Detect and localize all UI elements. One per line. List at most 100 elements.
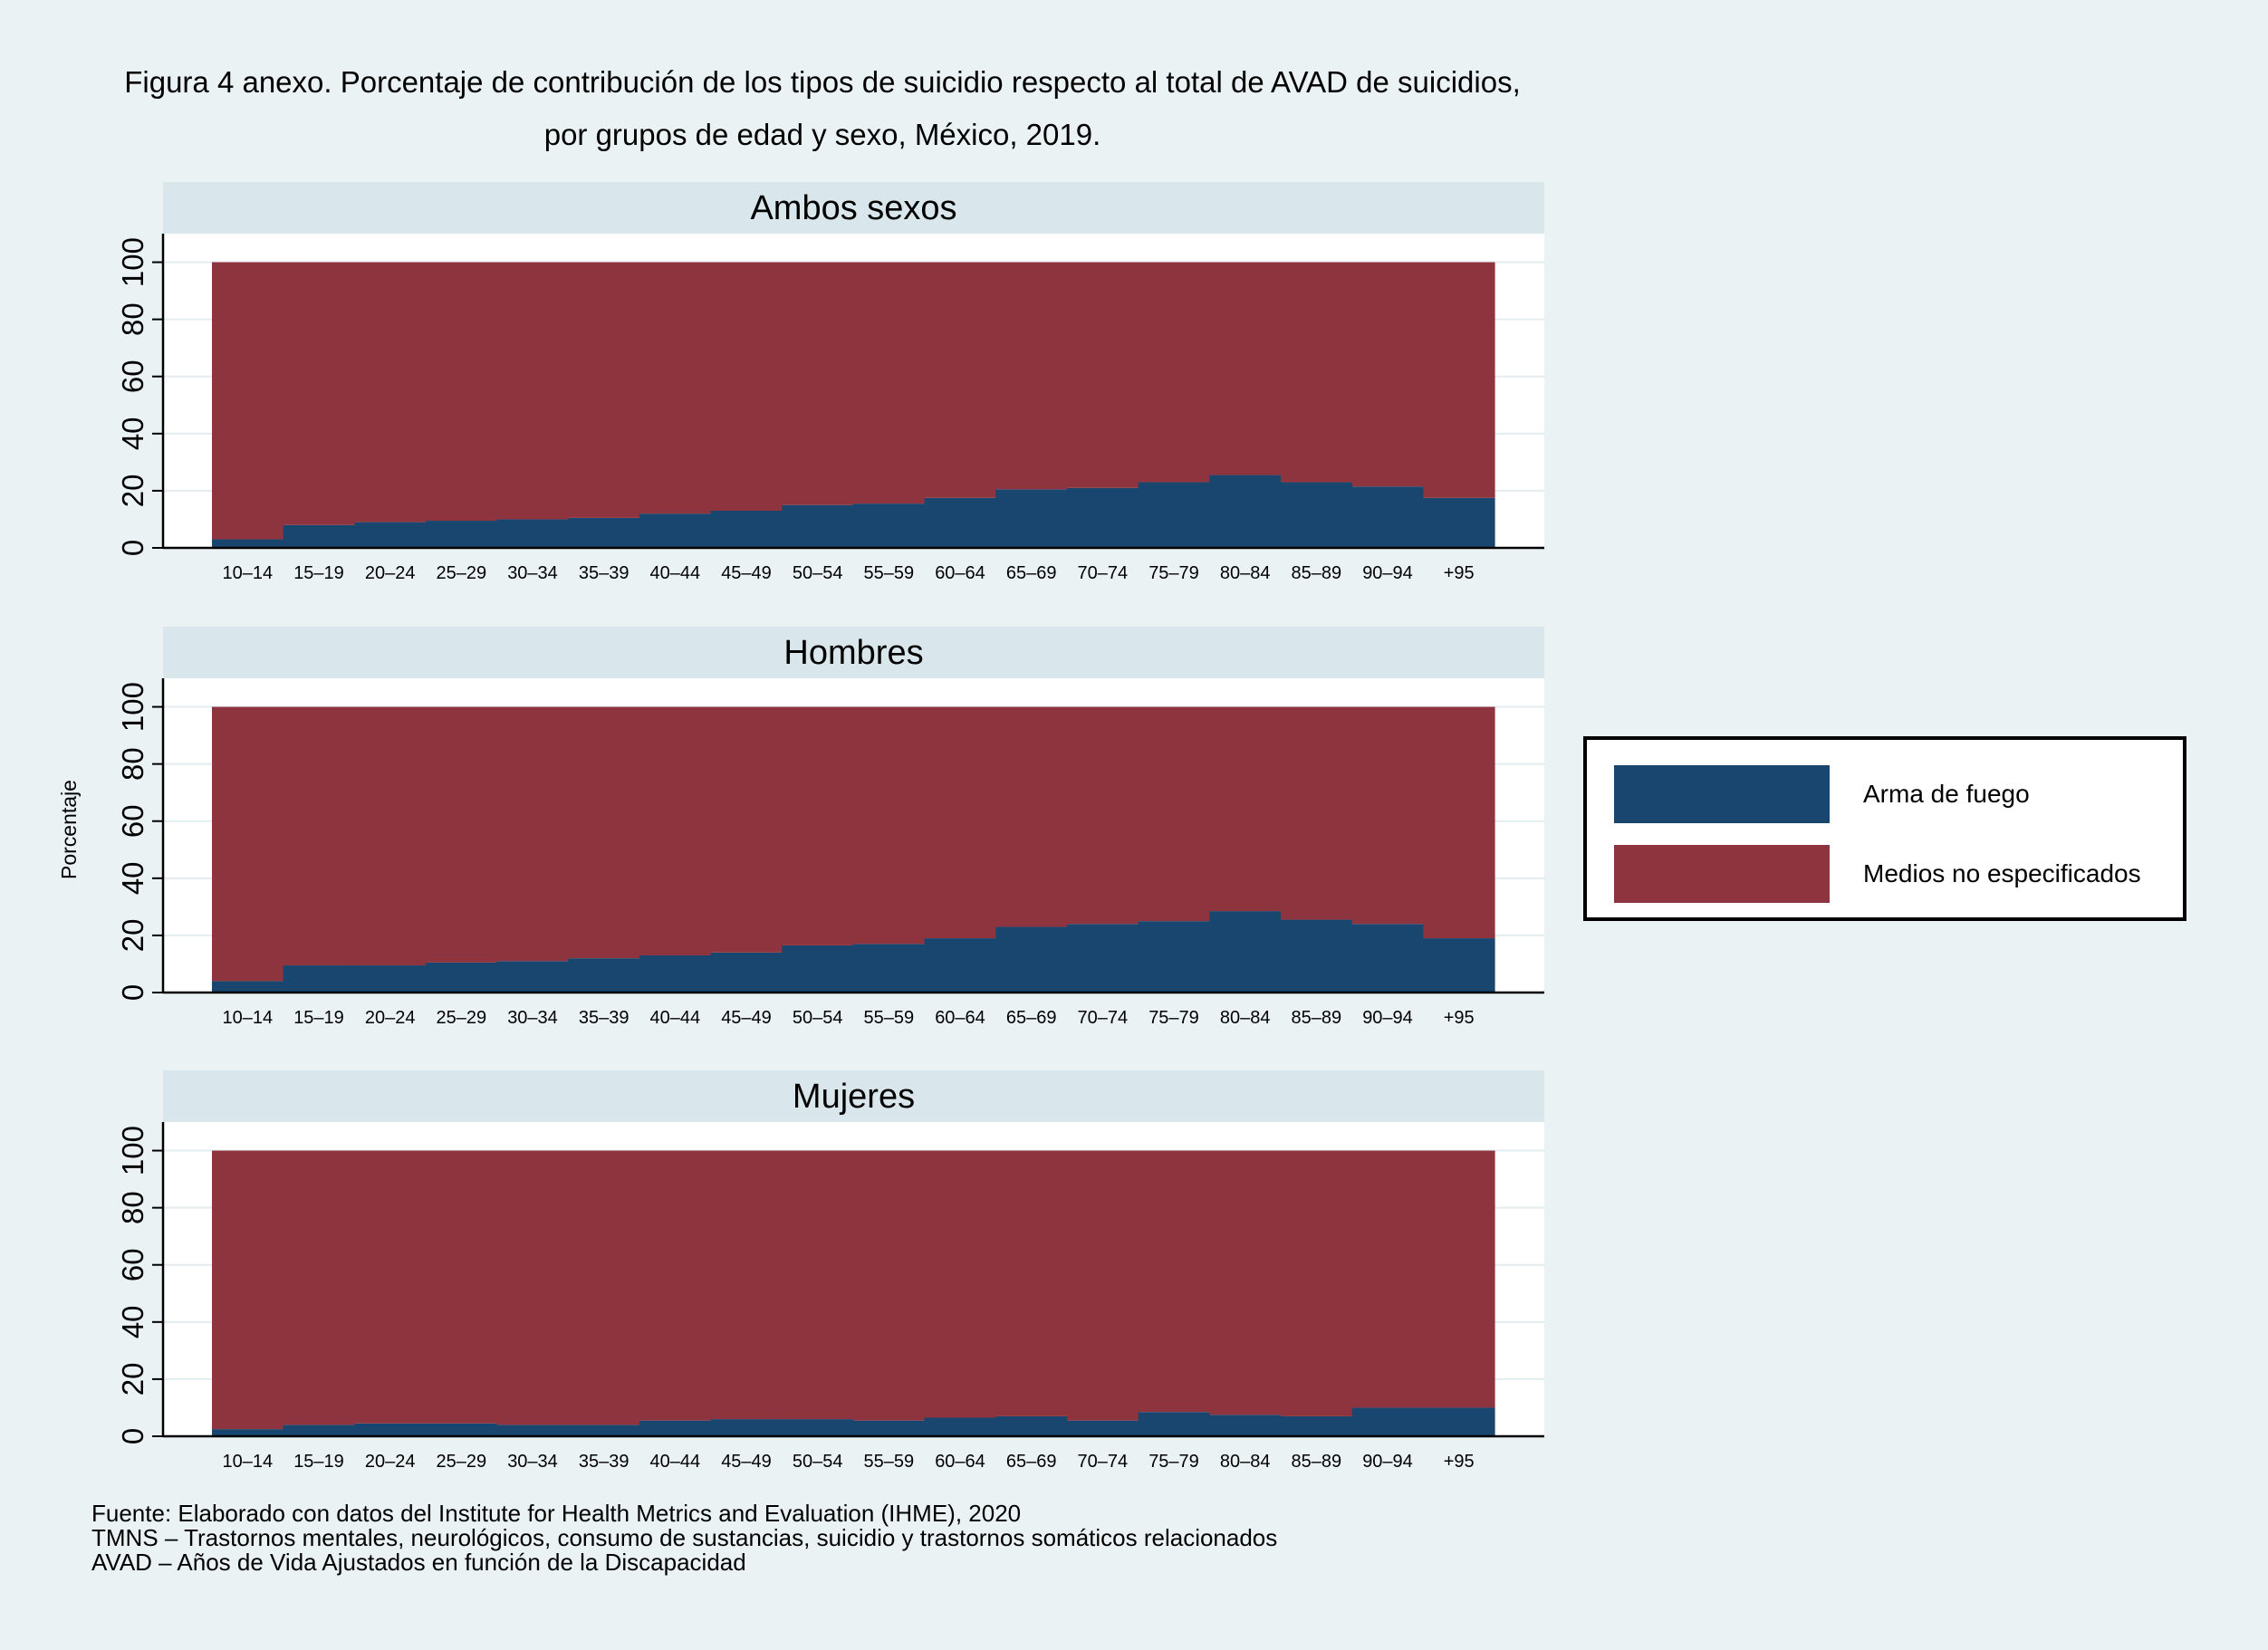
- bar-arma-de-fuego-1-2: [354, 965, 427, 993]
- bar-arma-de-fuego-0-1: [283, 524, 355, 548]
- bar-arma-de-fuego-2-15: [1281, 1415, 1353, 1436]
- bar-arma-de-fuego-1-4: [496, 961, 569, 993]
- x-tick-label-0-10: 60–64: [935, 563, 985, 583]
- bar-arma-de-fuego-1-7: [710, 952, 783, 993]
- x-tick-label-1-15: 85–89: [1292, 1008, 1342, 1028]
- y-tick-label-1-3: 60: [116, 804, 149, 838]
- bar-arma-de-fuego-0-6: [639, 513, 712, 548]
- x-tick-label-2-16: 90–94: [1362, 1452, 1413, 1472]
- bar-arma-de-fuego-2-7: [710, 1419, 783, 1436]
- x-tick-label-0-5: 35–39: [579, 563, 629, 583]
- bar-medios-no-especificados-1-6: [639, 706, 712, 955]
- bar-arma-de-fuego-2-2: [354, 1423, 427, 1436]
- x-tick-label-2-11: 65–69: [1006, 1452, 1057, 1472]
- legend-item-arma-de-fuego: Arma de fuego: [1614, 765, 2176, 823]
- bar-medios-no-especificados-1-9: [853, 706, 926, 945]
- bar-medios-no-especificados-2-2: [354, 1150, 427, 1424]
- x-tick-label-0-9: 55–59: [864, 563, 915, 583]
- bar-medios-no-especificados-2-11: [995, 1150, 1068, 1416]
- y-tick-label-2-3: 60: [116, 1248, 149, 1281]
- bar-arma-de-fuego-2-11: [995, 1415, 1068, 1436]
- x-tick-label-1-7: 45–49: [721, 1008, 772, 1028]
- bar-medios-no-especificados-2-5: [568, 1150, 640, 1425]
- source-note-avad: AVAD – Años de Vida Ajustados en función…: [91, 1549, 746, 1576]
- x-tick-label-2-9: 55–59: [864, 1452, 915, 1472]
- bar-arma-de-fuego-2-16: [1351, 1407, 1424, 1436]
- bar-medios-no-especificados-1-16: [1351, 706, 1424, 925]
- x-tick-label-1-16: 90–94: [1362, 1008, 1413, 1028]
- legend-label-medios-no-especificados: Medios no especificados: [1863, 859, 2141, 887]
- source-notes: Fuente: Elaborado con datos del Institut…: [91, 1501, 1277, 1575]
- bar-arma-de-fuego-1-6: [639, 955, 712, 993]
- y-tick-label-0-0: 0: [116, 540, 149, 556]
- bar-medios-no-especificados-2-1: [283, 1150, 355, 1425]
- bar-medios-no-especificados-2-10: [924, 1150, 996, 1418]
- bar-medios-no-especificados-1-14: [1209, 706, 1282, 912]
- bar-medios-no-especificados-1-17: [1423, 706, 1495, 939]
- bar-medios-no-especificados-0-2: [354, 262, 427, 523]
- bar-medios-no-especificados-1-13: [1138, 706, 1210, 922]
- bar-arma-de-fuego-2-10: [924, 1417, 996, 1436]
- y-tick-label-0-4: 80: [116, 302, 149, 336]
- bar-medios-no-especificados-0-11: [995, 262, 1068, 490]
- bar-arma-de-fuego-2-4: [496, 1425, 569, 1436]
- bar-arma-de-fuego-0-0: [212, 539, 284, 548]
- bar-medios-no-especificados-0-15: [1281, 262, 1353, 483]
- bar-medios-no-especificados-2-13: [1138, 1150, 1210, 1413]
- x-tick-label-0-0: 10–14: [223, 563, 274, 583]
- bar-medios-no-especificados-0-0: [212, 262, 284, 540]
- bar-arma-de-fuego-0-7: [710, 510, 783, 548]
- x-tick-label-2-15: 85–89: [1292, 1452, 1342, 1472]
- x-tick-label-0-7: 45–49: [721, 563, 772, 583]
- bar-medios-no-especificados-0-16: [1351, 262, 1424, 487]
- x-tick-label-0-15: 85–89: [1292, 563, 1342, 583]
- panel-title-1: Hombres: [783, 634, 923, 672]
- bar-arma-de-fuego-0-9: [853, 504, 926, 548]
- bar-arma-de-fuego-1-15: [1281, 919, 1353, 993]
- y-tick-label-2-1: 20: [116, 1363, 149, 1396]
- bar-arma-de-fuego-0-3: [426, 521, 498, 548]
- x-tick-label-1-17: +95: [1444, 1008, 1475, 1028]
- bar-medios-no-especificados-2-9: [853, 1150, 926, 1421]
- y-tick-label-2-2: 40: [116, 1305, 149, 1338]
- panel-header-2: [163, 1070, 1544, 1122]
- panel-header-0: [163, 182, 1544, 234]
- legend-item-medios-no-especificados: Medios no especificados: [1614, 845, 2176, 903]
- bar-arma-de-fuego-0-8: [782, 504, 854, 548]
- source-note-fuente: Fuente: Elaborado con datos del Institut…: [91, 1500, 1022, 1527]
- y-tick-label-2-4: 80: [116, 1191, 149, 1224]
- bar-arma-de-fuego-1-8: [782, 945, 854, 993]
- x-tick-label-0-13: 75–79: [1148, 563, 1199, 583]
- bar-medios-no-especificados-1-10: [924, 706, 996, 939]
- bar-medios-no-especificados-0-10: [924, 262, 996, 498]
- x-tick-label-2-17: +95: [1444, 1452, 1475, 1472]
- x-tick-label-1-4: 30–34: [507, 1008, 558, 1028]
- figure-title-line-2: por grupos de edad y sexo, México, 2019.: [543, 118, 1101, 151]
- bar-arma-de-fuego-2-6: [639, 1420, 712, 1436]
- bar-medios-no-especificados-2-16: [1351, 1150, 1424, 1408]
- bar-arma-de-fuego-2-17: [1423, 1407, 1495, 1436]
- y-tick-label-1-5: 100: [116, 682, 149, 732]
- bar-medios-no-especificados-1-1: [283, 706, 355, 966]
- x-tick-label-1-0: 10–14: [223, 1008, 274, 1028]
- bar-medios-no-especificados-1-5: [568, 706, 640, 959]
- y-tick-label-1-2: 40: [116, 861, 149, 895]
- bar-arma-de-fuego-0-17: [1423, 497, 1495, 548]
- bar-arma-de-fuego-0-5: [568, 517, 640, 548]
- bar-arma-de-fuego-0-15: [1281, 482, 1353, 548]
- figure-title: Figura 4 anexo. Porcentaje de contribuci…: [0, 56, 1645, 161]
- x-tick-label-2-1: 15–19: [293, 1452, 344, 1472]
- bar-medios-no-especificados-2-4: [496, 1150, 569, 1425]
- source-note-tmns: TMNS – Trastornos mentales, neurológicos…: [91, 1524, 1278, 1551]
- bar-medios-no-especificados-2-17: [1423, 1150, 1495, 1408]
- x-tick-label-0-11: 65–69: [1006, 563, 1057, 583]
- bar-arma-de-fuego-0-13: [1138, 482, 1210, 548]
- x-tick-label-0-4: 30–34: [507, 563, 558, 583]
- x-tick-label-2-3: 25–29: [437, 1452, 487, 1472]
- bar-medios-no-especificados-1-11: [995, 706, 1068, 927]
- bar-medios-no-especificados-0-6: [639, 262, 712, 514]
- bar-arma-de-fuego-1-1: [283, 965, 355, 993]
- y-tick-label-0-1: 20: [116, 475, 149, 508]
- x-tick-label-2-4: 30–34: [507, 1452, 558, 1472]
- bar-arma-de-fuego-1-17: [1423, 938, 1495, 993]
